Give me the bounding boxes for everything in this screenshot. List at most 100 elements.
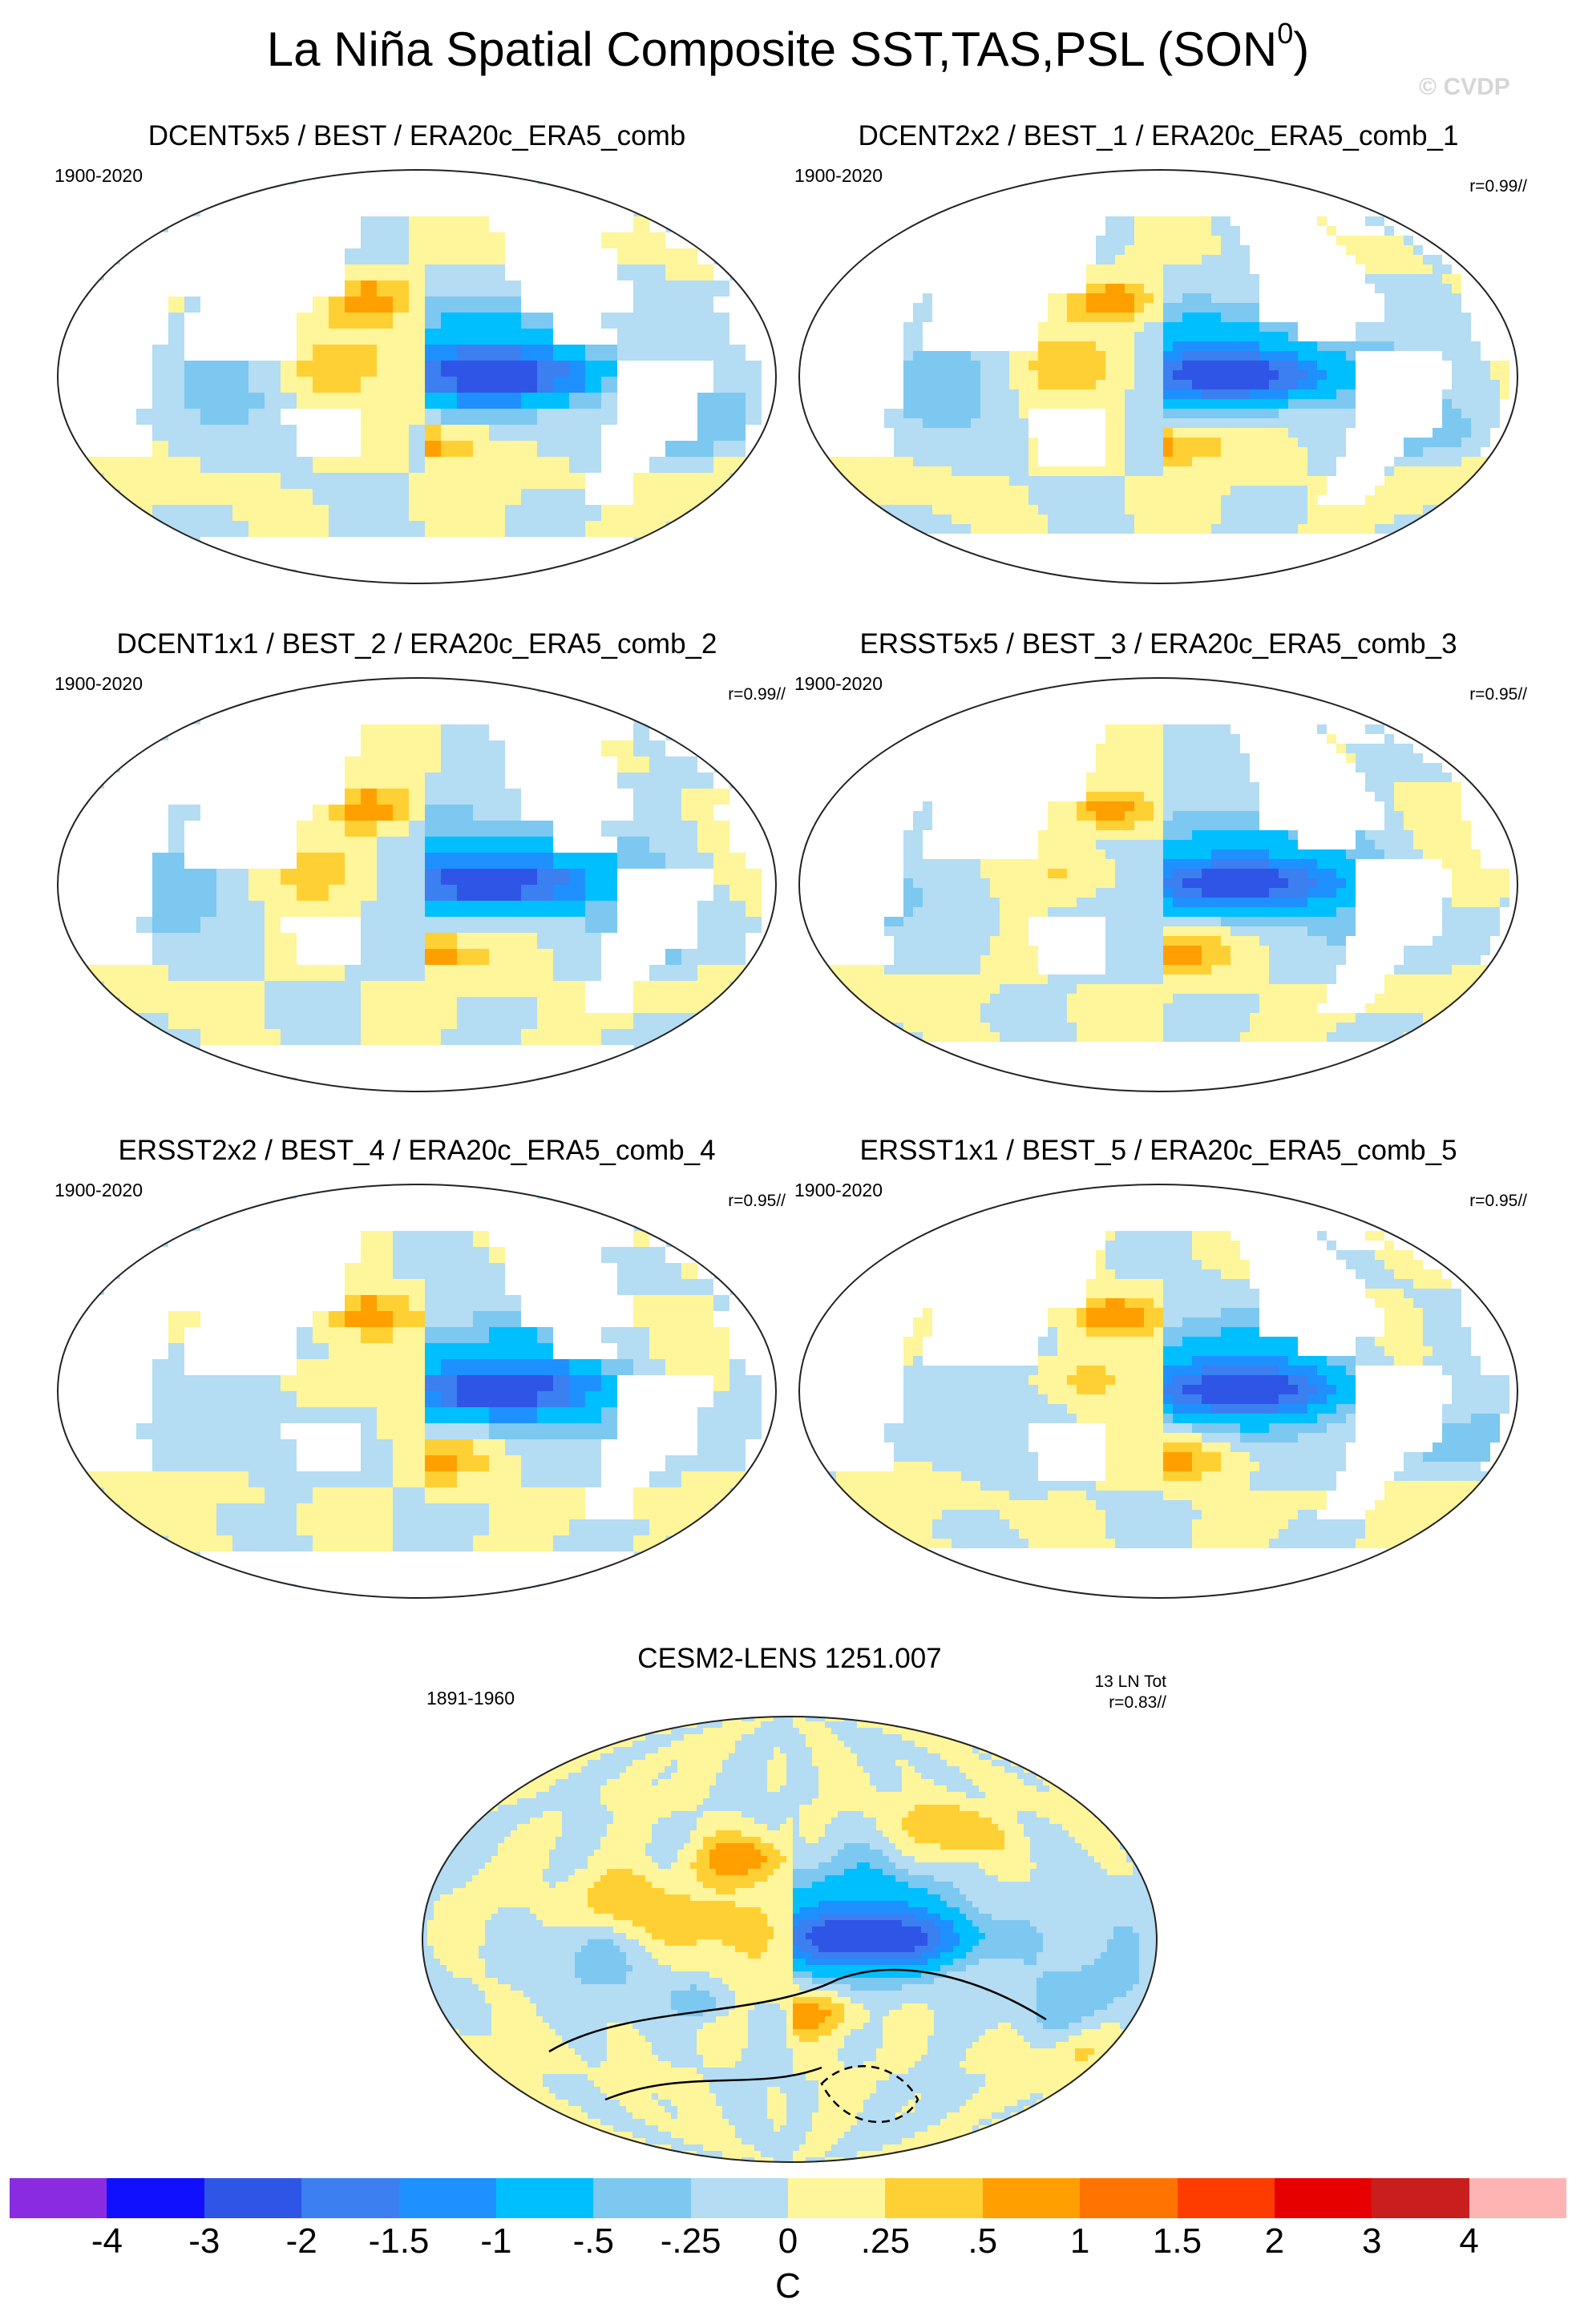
field-cell [1125, 466, 1135, 477]
field-cell [697, 297, 714, 313]
field-cell [1404, 753, 1414, 764]
field-cell [617, 789, 634, 805]
field-cell [1211, 178, 1222, 188]
field-cell [1423, 274, 1433, 284]
field-cell [441, 441, 458, 458]
field-cell [457, 457, 474, 474]
field-cell [1384, 236, 1395, 246]
field-cell [1481, 466, 1491, 477]
field-cell [1038, 524, 1049, 535]
field-cell [1134, 399, 1145, 410]
field-cell [249, 361, 265, 377]
field-cell [1356, 264, 1366, 275]
field-cell [1086, 466, 1097, 477]
field-cell [1134, 409, 1145, 419]
field-cell [1096, 514, 1106, 525]
field-cell [1182, 572, 1193, 583]
field-cell [489, 773, 506, 789]
field-cell [361, 1061, 378, 1078]
field-cell [1173, 380, 1183, 390]
field-cell [729, 393, 746, 410]
field-cell [1105, 303, 1116, 313]
field-cell [1038, 274, 1049, 284]
field-cell [1038, 255, 1049, 265]
field-cell [1298, 303, 1308, 313]
field-cell [1173, 524, 1183, 535]
field-cell [457, 1013, 474, 1030]
field-cell [232, 933, 249, 950]
field-cell [952, 447, 962, 458]
field-cell [665, 805, 682, 821]
field-cell [1317, 370, 1327, 381]
field-cell [961, 361, 972, 371]
field-cell [990, 361, 1000, 371]
field-cell [1375, 447, 1385, 458]
field-cell [329, 901, 346, 918]
field-cell [875, 380, 885, 390]
field-cell [884, 245, 895, 256]
field-cell [329, 377, 346, 393]
field-cell [1442, 476, 1453, 486]
field-cell [329, 184, 346, 201]
field-cell [601, 280, 618, 297]
field-cell [1077, 207, 1087, 217]
field-cell [345, 789, 362, 805]
field-cell [980, 505, 991, 515]
field-cell [1192, 514, 1202, 525]
field-cell [1423, 438, 1433, 448]
field-cell [232, 757, 249, 773]
field-cell [1259, 428, 1270, 438]
field-cell [1288, 534, 1299, 544]
field-cell [265, 537, 281, 554]
field-cell [1384, 457, 1395, 467]
field-cell [393, 216, 410, 233]
field-cell [1298, 696, 1308, 706]
field-cell [281, 917, 297, 934]
field-cell [1298, 370, 1308, 381]
field-cell [313, 473, 329, 490]
field-cell [942, 380, 952, 390]
field-cell [88, 393, 105, 410]
field-cell [980, 284, 991, 294]
field-cell [1163, 428, 1174, 438]
field-cell [961, 255, 972, 265]
field-cell [1442, 264, 1453, 275]
field-cell [473, 521, 490, 538]
field-cell [1240, 438, 1251, 448]
field-cell [377, 441, 394, 458]
field-cell [345, 521, 362, 538]
field-cell [923, 332, 933, 342]
field-cell [894, 763, 904, 773]
field-cell [377, 457, 394, 474]
field-cell [1240, 715, 1251, 725]
field-cell [1009, 332, 1020, 342]
field-cell [329, 869, 346, 886]
field-cell [537, 184, 554, 201]
field-cell [1298, 197, 1308, 208]
field-cell [1490, 351, 1501, 361]
field-cell [1452, 438, 1462, 448]
field-cell [377, 1061, 394, 1078]
field-cell [932, 361, 943, 371]
field-cell [1028, 744, 1039, 754]
field-cell [521, 837, 538, 853]
field-cell [617, 757, 634, 773]
field-cell [505, 345, 522, 361]
field-cell [826, 418, 837, 429]
field-cell [894, 399, 904, 410]
field-cell [1086, 514, 1097, 525]
field-cell [1144, 207, 1154, 217]
field-cell [649, 297, 666, 313]
field-cell [1211, 197, 1222, 208]
field-cell [1000, 284, 1010, 294]
field-cell [457, 1029, 474, 1046]
field-cell [1413, 284, 1424, 294]
field-cell [409, 232, 426, 249]
field-cell [807, 409, 818, 419]
field-cell [489, 1045, 506, 1062]
field-cell [952, 438, 962, 448]
field-cell [489, 901, 506, 918]
field-cell [1375, 724, 1385, 735]
field-cell [521, 377, 538, 393]
field-cell [1240, 264, 1251, 275]
